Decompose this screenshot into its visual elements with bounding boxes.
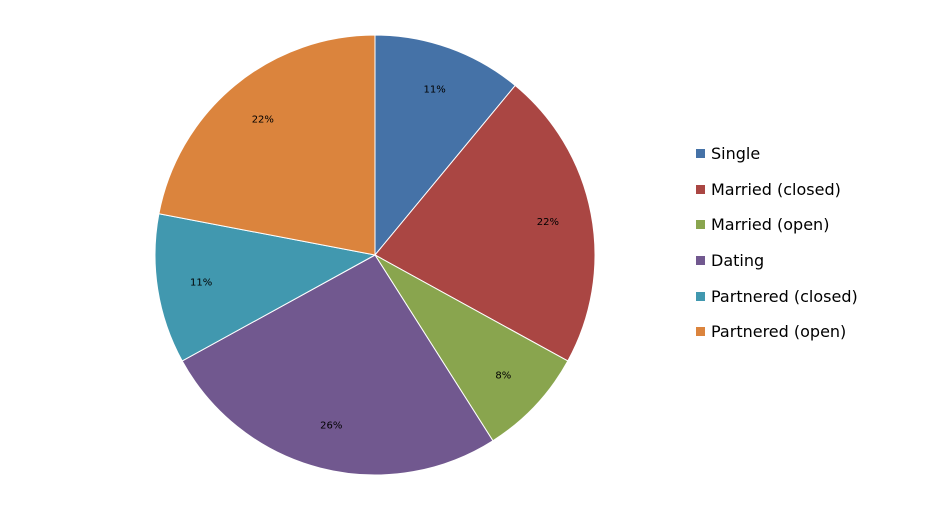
legend-label-married-closed: Married (closed) (711, 179, 841, 199)
legend-item-married-closed: Married (closed) (696, 172, 858, 208)
legend-item-dating: Dating (696, 243, 858, 279)
legend: Single Married (closed) Married (open) D… (696, 136, 858, 350)
data-label-dating: 26% (320, 420, 342, 431)
legend-swatch-single (696, 149, 705, 159)
pie-slice-dating (181, 254, 494, 476)
data-label-single: 11% (424, 84, 446, 95)
legend-item-partnered-closed: Partnered (closed) (696, 278, 858, 314)
legend-swatch-married-closed (696, 184, 705, 194)
legend-swatch-dating (696, 256, 705, 266)
legend-swatch-partnered-closed (696, 291, 705, 301)
legend-label-partnered-closed: Partnered (closed) (711, 286, 858, 306)
legend-item-single: Single (696, 136, 858, 172)
pie-slice-single (374, 34, 516, 257)
legend-label-married-open: Married (open) (711, 215, 830, 235)
pie-slice-married-open (374, 254, 569, 442)
pie-slice-partnered-closed (154, 213, 377, 362)
data-label-partnered-closed: 11% (190, 278, 212, 289)
legend-swatch-married-open (696, 220, 705, 230)
legend-item-partnered-open: Partnered (open) (696, 314, 858, 350)
data-label-married-closed: 22% (537, 217, 559, 228)
legend-label-dating: Dating (711, 251, 765, 271)
legend-label-partnered-open: Partnered (open) (711, 322, 847, 342)
legend-item-married-open: Married (open) (696, 207, 858, 243)
data-label-married-open: 8% (495, 370, 511, 381)
data-label-partnered-open: 22% (252, 114, 274, 125)
pie-slice-partnered-open (158, 34, 376, 256)
pie-slice-married-closed (374, 84, 596, 362)
legend-swatch-partnered-open (696, 327, 705, 337)
legend-label-single: Single (711, 144, 761, 164)
